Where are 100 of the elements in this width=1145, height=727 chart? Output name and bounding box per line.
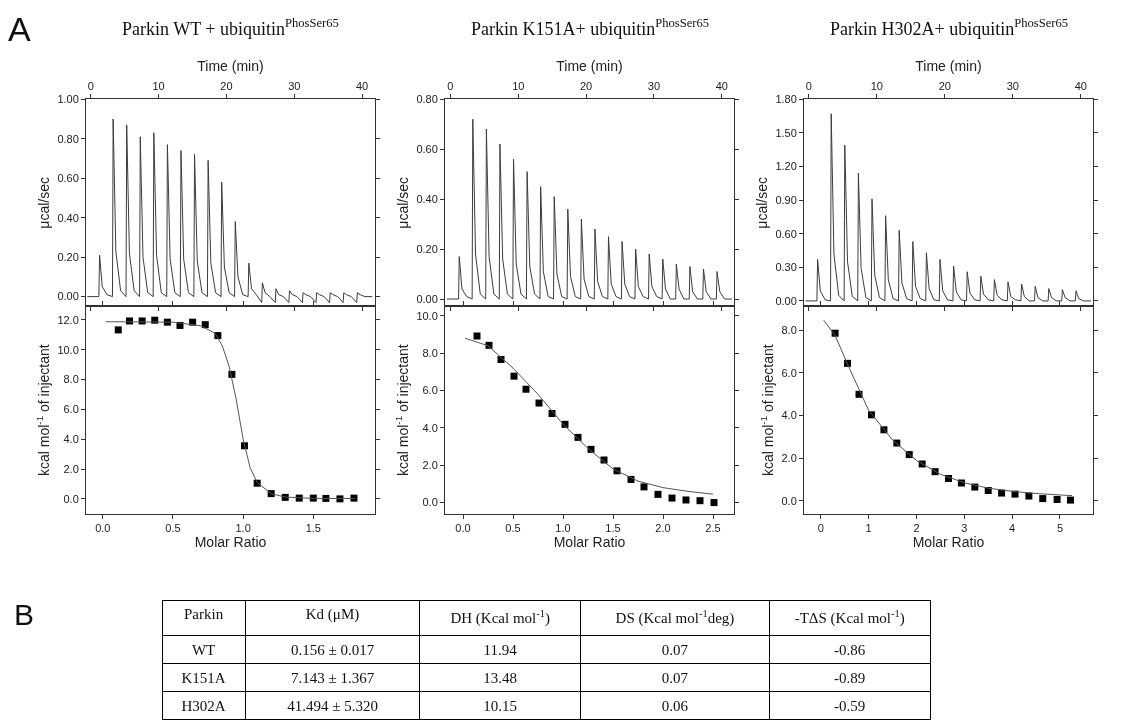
y-tick-label: 2.0: [422, 459, 438, 472]
point: [535, 399, 543, 407]
y-axis-title: μcal/sec: [394, 177, 411, 229]
x-tick-label: 1.5: [305, 521, 321, 534]
x-tick-label: 2.5: [705, 521, 721, 534]
text: 13.48: [483, 669, 518, 686]
chart-title: Parkin H302A+ ubiquitin$^{PhosSer65}$: [830, 16, 1069, 39]
text: A: [8, 10, 31, 48]
text: 0.156 ± 0.017: [290, 641, 375, 658]
text: 41.494 ± 5.320: [287, 697, 378, 714]
text: -0.59: [834, 697, 866, 714]
x-tick-label: 10: [152, 79, 165, 92]
point: [1067, 496, 1075, 504]
text: 0.07: [661, 641, 689, 658]
y-tick-label: 8.0: [422, 347, 438, 360]
x-tick-label: 4: [1009, 521, 1016, 534]
point: [710, 499, 718, 507]
x-tick-label: 40: [715, 79, 728, 92]
x-tick-label: 40: [355, 79, 369, 92]
text: K151A: [181, 669, 226, 686]
x-tick-label: 0: [817, 521, 824, 534]
text: 0.07: [661, 669, 689, 686]
point: [1039, 495, 1047, 503]
y-tick-label: 0.40: [57, 211, 79, 224]
y-tick-label: 0.60: [775, 227, 797, 240]
y-tick-label: 4.0: [63, 433, 79, 446]
point: [114, 326, 122, 334]
x-tick-label: 1.5: [605, 521, 621, 534]
text: 7.143 ± 1.367: [290, 669, 375, 686]
text: B: [14, 598, 35, 631]
x-tick-label: 0.0: [95, 521, 111, 534]
y-tick-label: 0.0: [422, 496, 438, 509]
y-tick-label: 0.60: [416, 143, 438, 156]
chart-title: Parkin WT + ubiquitin$^{PhosSer65}$: [122, 16, 339, 39]
y-tick-label: 0.20: [57, 250, 79, 263]
y-axis-title: μcal/sec: [35, 177, 52, 229]
y-tick-label: 12.0: [57, 313, 79, 326]
point: [696, 497, 704, 505]
y-tick-label: 1.50: [775, 126, 797, 139]
x-tick-label: 0.0: [455, 521, 471, 534]
point: [640, 483, 648, 491]
x-tick-label: 40: [1074, 79, 1087, 92]
x-axis-title: Molar Ratio: [912, 534, 985, 551]
x-axis-title: Molar Ratio: [553, 534, 626, 551]
y-tick-label: 6.0: [422, 384, 438, 397]
y-tick-label: 0.0: [781, 494, 797, 507]
point: [654, 490, 662, 498]
y-tick-label: 0.00: [775, 294, 797, 307]
x-tick-label: 20: [579, 79, 593, 92]
text: 10.15: [483, 697, 518, 714]
point: [1053, 495, 1061, 503]
chart-title: Parkin K151A+ ubiquitin$^{PhosSer65}$: [471, 16, 710, 39]
y-tick-label: 0.80: [416, 93, 438, 106]
text: -0.89: [834, 669, 866, 686]
y-tick-label: 2.0: [781, 452, 797, 465]
y-tick-label: 8.0: [781, 323, 797, 336]
y-tick-label: 0.40: [416, 192, 438, 205]
y-tick-label: 2.0: [63, 462, 79, 475]
y-tick-label: 1.00: [57, 93, 79, 106]
category-label: -TΔS (Kcal mol$^{-1}$): [794, 608, 905, 628]
point: [1025, 492, 1033, 500]
x-tick-label: 20: [938, 79, 951, 92]
x-axis-title: Time (min): [556, 58, 623, 75]
x-tick-label: 0: [805, 79, 812, 92]
y-tick-label: 6.0: [781, 366, 797, 379]
y-tick-label: 10.0: [57, 343, 79, 356]
x-tick-label: 0: [447, 79, 454, 92]
x-axis-title: Molar Ratio: [194, 534, 267, 551]
point: [998, 489, 1006, 497]
category-label: DS (Kcal mol$^{-1}$deg): [615, 608, 735, 628]
x-tick-label: 10: [870, 79, 883, 92]
point: [510, 372, 518, 380]
x-tick-label: 1.0: [555, 521, 571, 534]
category-label: Parkin: [183, 606, 224, 623]
y-tick-label: 0.00: [416, 292, 438, 305]
x-tick-label: 1.0: [235, 521, 251, 534]
x-tick-label: 3: [961, 521, 968, 534]
y-tick-label: 1.80: [775, 93, 797, 106]
y-tick-label: 4.0: [422, 421, 438, 434]
y-tick-label: 6.0: [63, 403, 79, 416]
x-tick-label: 30: [288, 79, 301, 92]
y-tick-label: 1.20: [775, 160, 797, 173]
x-tick-label: 0.5: [165, 521, 181, 534]
x-axis-title: Time (min): [915, 58, 982, 75]
x-tick-label: 2.0: [655, 521, 671, 534]
y-tick-label: 0.60: [57, 172, 79, 185]
x-tick-label: 30: [647, 79, 661, 92]
y-tick-label: 0.30: [775, 261, 797, 274]
y-tick-label: 8.0: [63, 373, 79, 386]
y-tick-label: 0.90: [775, 193, 797, 206]
point: [201, 321, 209, 329]
x-axis-title: Time (min): [197, 58, 264, 75]
text: 0.06: [661, 697, 689, 714]
y-tick-label: 0.20: [416, 242, 438, 255]
point: [473, 332, 481, 340]
point: [522, 385, 530, 393]
text: WT: [191, 641, 216, 658]
y-tick-label: 10.0: [416, 309, 438, 322]
x-tick-label: 1: [865, 521, 872, 534]
x-tick-label: 30: [1006, 79, 1019, 92]
